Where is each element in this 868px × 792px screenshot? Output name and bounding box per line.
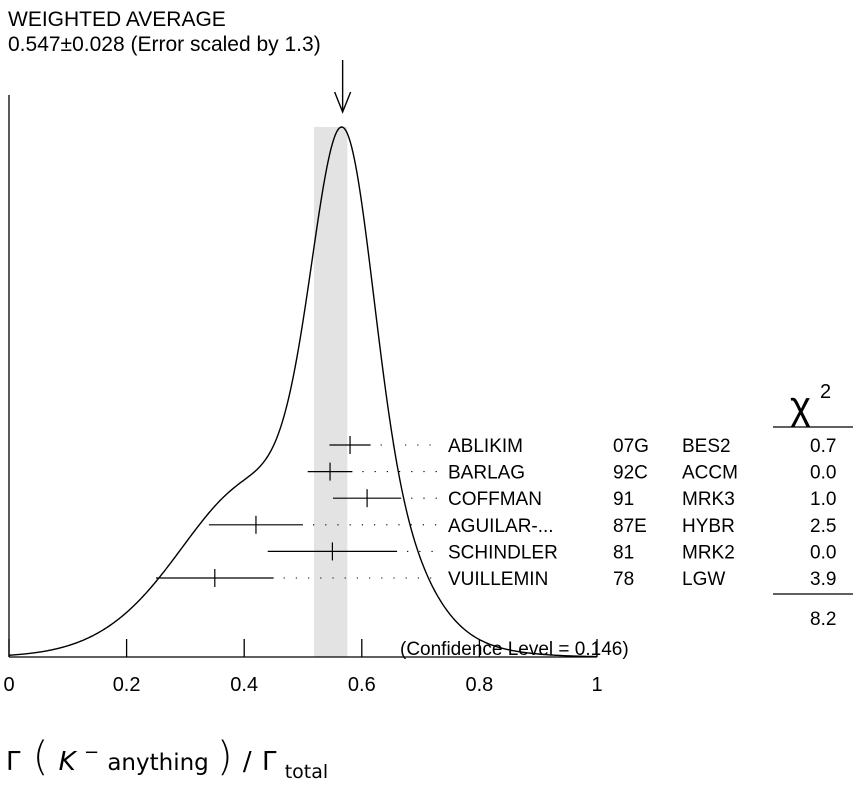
xlabel-charge: − — [84, 742, 99, 763]
measurement-experiment: ACCM — [682, 463, 738, 484]
measurement-chi2: 2.5 — [810, 516, 836, 537]
average-arrow-head — [333, 91, 352, 114]
measurement-year: 87E — [613, 516, 647, 537]
measurement-name: SCHINDLER — [448, 542, 558, 563]
measurement-year: 07G — [613, 436, 649, 457]
xlabel-particle: K — [59, 747, 78, 777]
xlabel-slash: / — [243, 747, 252, 777]
measurement-name: COFFMAN — [448, 489, 542, 510]
measurement-name: VUILLEMIN — [448, 569, 548, 590]
xlabel-subscript: total — [285, 761, 328, 783]
measurement-chi2: 0.7 — [810, 436, 836, 457]
chart-subtitle: 0.547±0.028 (Error scaled by 1.3) — [8, 33, 321, 56]
measurement-year: 81 — [613, 542, 634, 563]
ideogram-curve — [8, 126, 598, 658]
measurement-year: 91 — [613, 489, 634, 510]
x-tick-label: 0.6 — [348, 674, 376, 696]
xlabel-open-paren: ( — [33, 734, 49, 780]
chi2-header-symbol: χ — [790, 384, 811, 428]
chi2-header-superscript: 2 — [820, 381, 831, 403]
measurement-experiment: LGW — [682, 569, 725, 590]
measurement-chi2: 0.0 — [810, 542, 836, 563]
chi2-total: 8.2 — [810, 609, 836, 630]
x-tick-label: 0 — [3, 674, 14, 696]
xlabel-close-paren: ) — [217, 734, 233, 780]
measurement-name: ABLIKIM — [448, 436, 523, 457]
chart-title: WEIGHTED AVERAGE — [8, 8, 226, 31]
measurement-chi2: 1.0 — [810, 489, 836, 510]
xlabel-word: anything — [107, 750, 208, 776]
measurement-year: 78 — [613, 569, 634, 590]
xlabel-gamma: Γ — [6, 747, 21, 777]
measurement-experiment: HYBR — [682, 516, 735, 537]
average-error-band — [313, 127, 348, 657]
x-axis-ticks: 0 0.2 0.4 0.6 0.8 1 — [3, 639, 603, 696]
average-arrow — [333, 60, 352, 114]
measurement-year: 92C — [613, 463, 648, 484]
measurement-chi2: 3.9 — [810, 569, 836, 590]
confidence-level: (Confidence Level = 0.146) — [400, 639, 629, 660]
xlabel-gamma-2: Γ — [262, 747, 277, 777]
x-tick-label: 1 — [591, 674, 602, 696]
measurement-experiment: MRK2 — [682, 542, 735, 563]
x-tick-label: 0.4 — [230, 674, 258, 696]
measurement-experiment: BES2 — [682, 436, 731, 457]
measurement-points: ABLIKIM 07G BES2 0.7 BARLAG 92C ACCM 0.0 COFFMAN… — [156, 436, 836, 590]
x-tick-label: 0.2 — [113, 674, 141, 696]
measurement-chi2: 0.0 — [810, 463, 836, 484]
measurement-experiment: MRK3 — [682, 489, 735, 510]
x-axis-label: Γ ( K − anything ) / Γ total — [6, 734, 328, 783]
x-tick-label: 0.8 — [465, 674, 493, 696]
measurement-name: BARLAG — [448, 463, 525, 484]
measurement-name: AGUILAR-... — [448, 516, 554, 537]
